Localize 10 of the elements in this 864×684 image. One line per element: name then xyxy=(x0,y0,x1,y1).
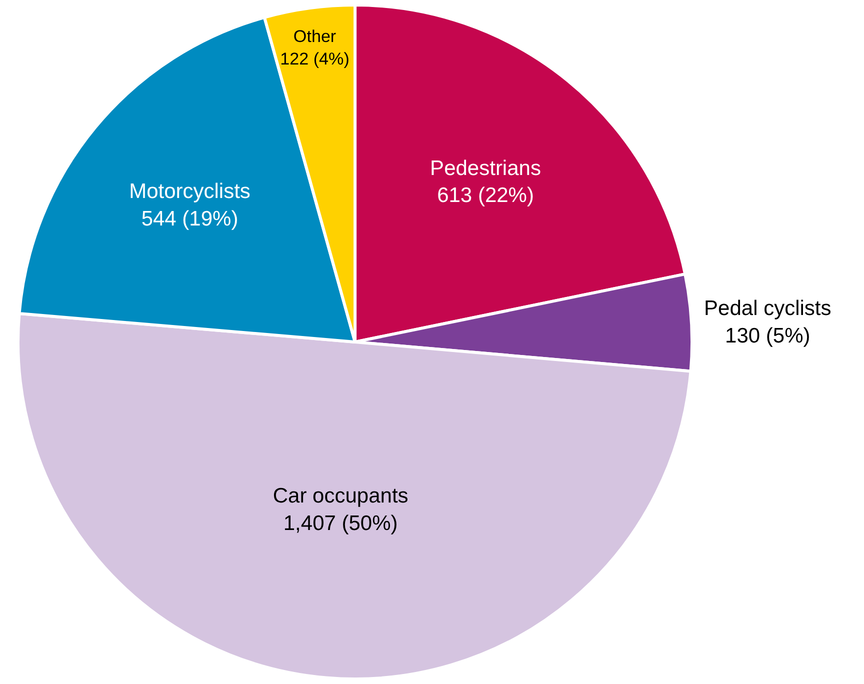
data-label: 130 (5%) xyxy=(725,324,810,348)
data-label: 1,407 (50%) xyxy=(283,512,398,536)
slice-label: Other xyxy=(293,27,336,46)
slice-label: Car occupants xyxy=(272,484,408,508)
data-label: 122 (4%) xyxy=(280,49,350,68)
data-label: 544 (19%) xyxy=(141,207,238,230)
data-label: 613 (22%) xyxy=(437,184,534,208)
slice-label: Motorcyclists xyxy=(129,180,250,203)
slice-label: Pedestrians xyxy=(430,156,541,180)
slice-label: Pedal cyclists xyxy=(704,297,832,320)
